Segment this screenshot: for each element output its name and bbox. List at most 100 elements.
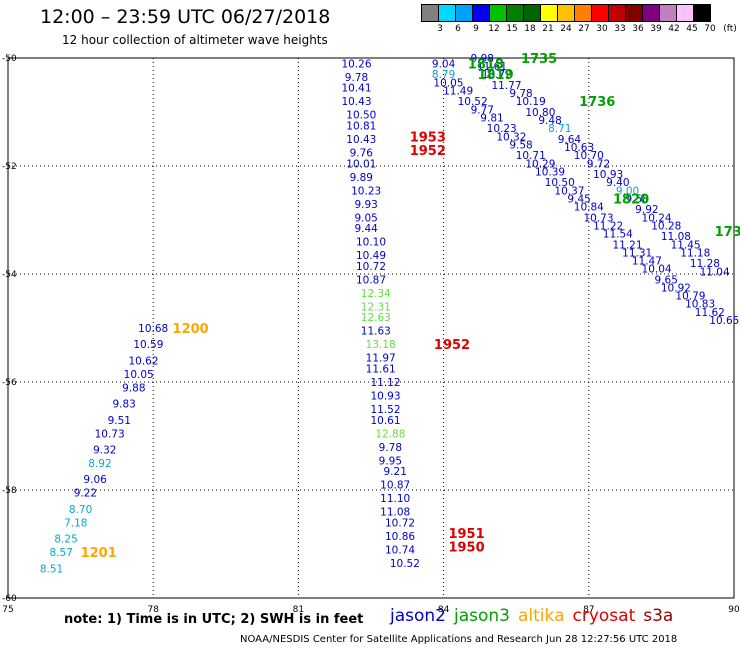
wave-height-label: 10.50 xyxy=(545,177,575,189)
y-tick-label: -50 xyxy=(2,54,17,64)
color-scale-label: 21 xyxy=(542,24,554,34)
wave-height-label: 11.62 xyxy=(695,307,725,319)
wave-height-label: 11.61 xyxy=(477,61,507,73)
wave-height-label: 11.61 xyxy=(366,364,396,376)
wave-height-label: 10.43 xyxy=(346,134,376,146)
wave-height-label: 11.45 xyxy=(671,239,701,251)
wave-height-label: 11.08 xyxy=(661,231,691,243)
wave-height-label: 11.28 xyxy=(690,258,720,270)
wave-height-label: 10.74 xyxy=(385,544,415,556)
color-scale-label: 39 xyxy=(650,24,662,34)
wave-height-label: 9.78 xyxy=(509,88,532,100)
wave-height-label: 12.63 xyxy=(361,312,391,324)
wave-height-label: 11.77 xyxy=(491,80,521,92)
wave-height-label: 10.41 xyxy=(341,83,371,95)
wave-height-label: 9.93 xyxy=(354,199,377,211)
color-scale-label: 45 xyxy=(686,24,698,34)
wave-height-label: 11.54 xyxy=(603,229,633,241)
time-label: 1737 xyxy=(715,225,740,240)
wave-height-label: 8.51 xyxy=(40,563,63,575)
wave-height-label: 10.28 xyxy=(651,220,681,232)
wave-height-label: 11.21 xyxy=(612,239,642,251)
wave-height-label: 10.19 xyxy=(516,96,546,108)
color-scale-label: 9 xyxy=(473,24,479,34)
wave-height-label: 10.26 xyxy=(341,58,371,70)
wave-height-label: 10.80 xyxy=(525,107,555,119)
color-scale-label: 24 xyxy=(560,24,572,34)
color-scale-label: 27 xyxy=(578,24,590,34)
satellite-legend-jason2: jason2 xyxy=(390,606,446,626)
wave-height-label: 10.39 xyxy=(535,166,565,178)
satellite-legend-altika: altika xyxy=(518,606,565,626)
color-scale-label: 15 xyxy=(506,24,518,34)
credit-line: NOAA/NESDIS Center for Satellite Applica… xyxy=(240,634,678,645)
wave-height-label: 9.89 xyxy=(350,172,373,184)
x-tick-label: 84 xyxy=(438,605,450,615)
wave-height-label: 10.79 xyxy=(675,291,705,303)
wave-height-label: 9.76 xyxy=(350,148,374,160)
footnote: note: 1) Time is in UTC; 2) SWH is in fe… xyxy=(64,612,364,627)
color-scale-label: 30 xyxy=(596,24,608,34)
wave-height-label: 10.24 xyxy=(642,212,672,224)
color-scale-unit: (ft) xyxy=(723,24,737,34)
wave-height-label: 10.72 xyxy=(356,261,386,273)
wave-height-label: 10.86 xyxy=(385,531,415,543)
color-scale-label: 36 xyxy=(632,24,644,34)
wave-height-label: 9.88 xyxy=(122,382,145,394)
wave-height-label: 9.72 xyxy=(587,158,610,170)
wave-height-label: 10.05 xyxy=(433,77,463,89)
wave-height-label: 10.61 xyxy=(370,415,400,427)
wave-height-label: 9.40 xyxy=(606,177,629,189)
wave-height-label: 10.68 xyxy=(138,323,168,335)
wave-height-label: 10.23 xyxy=(487,123,517,135)
x-tick-label: 81 xyxy=(293,605,304,615)
time-label: 1201 xyxy=(81,546,117,561)
wave-height-label: 11.08 xyxy=(380,507,410,519)
time-label: 1736 xyxy=(579,95,615,110)
x-tick-label: 78 xyxy=(147,605,159,615)
wave-height-label: 11.31 xyxy=(622,247,652,259)
wave-height-label: 10.81 xyxy=(346,121,376,133)
wave-height-label: 11.52 xyxy=(370,404,400,416)
wave-height-label: 10.05 xyxy=(124,369,154,381)
wave-height-label: 11.22 xyxy=(593,220,623,232)
wave-height-label: 9.95 xyxy=(379,455,402,467)
wave-height-label: 11.18 xyxy=(680,247,710,259)
wave-height-label: 10.37 xyxy=(554,185,584,197)
wave-height-label: 10.93 xyxy=(370,391,400,403)
wave-height-label: 10.84 xyxy=(574,202,604,214)
wave-height-label: 9.65 xyxy=(655,274,678,286)
wave-height-label: 8.70 xyxy=(69,504,92,516)
x-tick-label: 90 xyxy=(728,605,740,615)
wave-height-label: 11.63 xyxy=(361,326,391,338)
wave-height-label: 10.23 xyxy=(351,185,381,197)
wave-height-label: 9.51 xyxy=(108,415,131,427)
wave-height-label: 9.64 xyxy=(558,134,582,146)
time-label: 1953 xyxy=(410,130,446,145)
time-label: 1818 xyxy=(468,57,504,72)
time-label: 1820 xyxy=(613,192,649,207)
time-label: 1819 xyxy=(477,68,513,83)
wave-height-label: 10.87 xyxy=(356,274,386,286)
wave-height-label: 10.52 xyxy=(390,558,420,570)
wave-height-label: 9.58 xyxy=(509,139,532,151)
color-scale-label: 18 xyxy=(524,24,536,34)
wave-height-label: 13.18 xyxy=(366,339,396,351)
wave-height-label: 10.70 xyxy=(574,150,604,162)
wave-height-label: 9.78 xyxy=(345,72,368,84)
wave-height-label: 11.04 xyxy=(700,266,730,278)
wave-height-label: 9.00 xyxy=(616,185,639,197)
wave-height-label: 11.47 xyxy=(632,256,662,268)
wave-height-label: 11.97 xyxy=(366,353,396,365)
satellite-legend-s3a: s3a xyxy=(643,606,674,626)
wave-height-label: 9.44 xyxy=(354,223,378,235)
y-tick-label: -54 xyxy=(2,270,17,280)
wave-height-label: 9.04 xyxy=(432,58,456,70)
time-label: 1952 xyxy=(410,144,446,159)
color-scale-label: 3 xyxy=(437,24,443,34)
wave-height-label: 10.93 xyxy=(593,169,623,181)
wave-height-label: 11.10 xyxy=(380,493,410,505)
chart-title: 12:00 – 23:59 UTC 06/27/2018 xyxy=(40,6,331,28)
wave-height-label: 10.32 xyxy=(496,131,526,143)
